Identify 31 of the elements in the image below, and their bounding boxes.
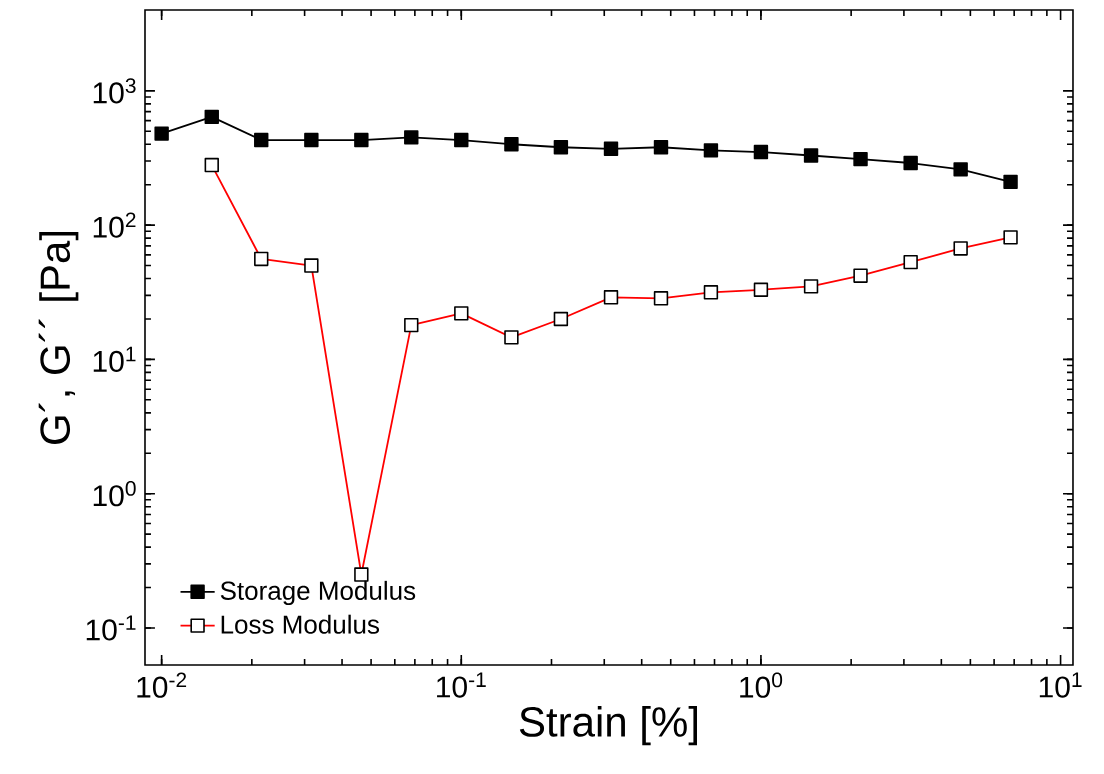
point: [653, 140, 669, 155]
point: [553, 140, 569, 155]
point: [953, 162, 968, 177]
y-tick-label: 10$^{-1}$: [86, 615, 136, 641]
point: [304, 132, 319, 148]
point: [254, 132, 269, 148]
point: [154, 126, 169, 141]
point: [803, 148, 819, 163]
point: [853, 151, 868, 167]
x-tick-label: 10$^{1}$: [1039, 672, 1082, 698]
point: [703, 143, 719, 158]
point: [504, 137, 519, 152]
point: [1003, 174, 1018, 190]
x-axis-title: Strain [%]: [519, 706, 697, 746]
y-tick-label: 10$^{0}$: [93, 480, 136, 507]
y-tick-label: 10$^{1}$: [93, 346, 136, 372]
x-tick-label: 10$^{0}$: [740, 672, 783, 698]
y-axis-title: G´, G´´ [Pa]: [38, 231, 79, 444]
point: [454, 132, 469, 148]
legend-label: Storage Modulus: [220, 580, 416, 606]
y-tick-label: 10$^{2}$: [93, 212, 136, 238]
point: [404, 130, 419, 145]
point: [354, 132, 369, 148]
x-tick-label: 10$^{-2}$: [137, 672, 187, 698]
point: [753, 144, 769, 160]
point: [603, 141, 619, 157]
point: [903, 155, 918, 171]
x-tick-label: 10$^{-1}$: [437, 672, 486, 698]
point: [204, 109, 219, 125]
y-tick-label: 10$^{3}$: [93, 78, 136, 104]
legend-label: Loss Modulus: [221, 614, 380, 634]
